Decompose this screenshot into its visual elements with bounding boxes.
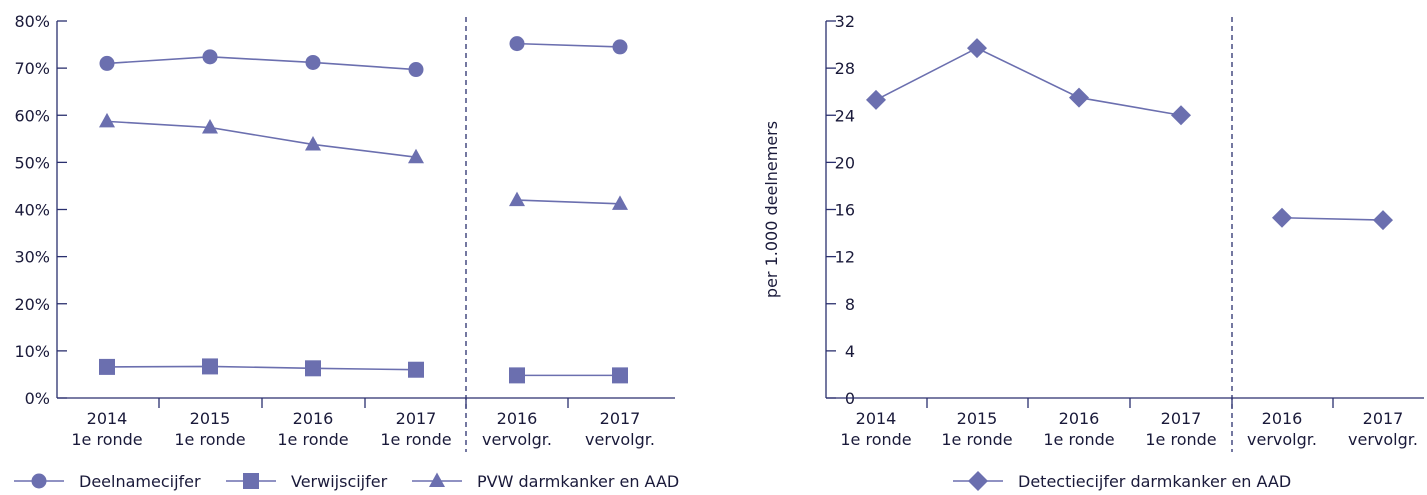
y-tick-label: 20 <box>835 153 855 172</box>
legend-square-marker <box>243 473 259 489</box>
y-tick-label: 80% <box>14 12 50 31</box>
data-point-circle <box>202 49 218 65</box>
y-tick-label: 24 <box>835 106 855 125</box>
series-line <box>106 365 417 371</box>
data-point-circle <box>612 39 628 55</box>
series-line <box>1281 216 1384 221</box>
legend-diamond-marker <box>968 471 988 491</box>
y-tick-label: 60% <box>14 106 50 125</box>
y-tick-label: 0% <box>25 389 50 408</box>
x-category-round: 1e ronde <box>1043 430 1114 449</box>
y-axis-label: per 1.000 deelnemers <box>762 121 781 298</box>
x-category-year: 2014 <box>856 409 897 428</box>
y-tick-label: 4 <box>845 342 855 361</box>
data-point-diamond <box>1171 105 1191 126</box>
series-line <box>875 47 1182 117</box>
series-pvw-darmkanker-en-aad <box>99 112 628 210</box>
x-category-year: 2016 <box>497 409 538 428</box>
legend-label: Detectiecijfer darmkanker en AAD <box>1018 472 1291 491</box>
y-tick-label: 40% <box>14 201 50 220</box>
x-category-year: 2017 <box>600 409 641 428</box>
x-category-year: 2016 <box>1262 409 1303 428</box>
x-category-year: 2016 <box>293 409 334 428</box>
series-line <box>516 42 621 48</box>
series-line <box>106 56 417 71</box>
data-point-triangle <box>99 112 115 128</box>
data-point-square <box>305 360 321 377</box>
x-category-round: vervolgr. <box>585 430 655 449</box>
x-category-round: 1e ronde <box>840 430 911 449</box>
x-category-year: 2015 <box>190 409 231 428</box>
x-category-year: 2016 <box>1059 409 1100 428</box>
data-point-square <box>509 367 525 384</box>
y-tick-label: 12 <box>835 248 855 267</box>
data-point-diamond <box>1272 207 1292 228</box>
x-category-round: vervolgr. <box>1247 430 1317 449</box>
x-category-year: 2017 <box>396 409 437 428</box>
data-point-triangle <box>612 195 628 210</box>
data-point-diamond <box>1373 210 1393 231</box>
y-tick-label: 28 <box>835 59 855 78</box>
data-point-triangle <box>202 119 218 134</box>
x-category-round: 1e ronde <box>380 430 451 449</box>
x-category-round: 1e ronde <box>71 430 142 449</box>
legend-label: PVW darmkanker en AAD <box>477 472 679 491</box>
data-point-diamond <box>1069 87 1089 108</box>
series-verwijscijfer <box>99 358 628 384</box>
y-tick-label: 8 <box>845 295 855 314</box>
x-category-round: vervolgr. <box>482 430 552 449</box>
y-tick-label: 20% <box>14 295 50 314</box>
x-category-year: 2017 <box>1161 409 1202 428</box>
data-point-triangle <box>305 135 321 151</box>
data-point-circle <box>99 55 115 71</box>
legend-label: Verwijscijfer <box>291 472 388 491</box>
legend: Detectiecijfer darmkanker en AAD <box>953 471 1291 491</box>
data-point-circle <box>509 36 525 52</box>
series-line <box>106 120 417 158</box>
x-category-year: 2014 <box>87 409 128 428</box>
series-deelnamecijfer <box>99 36 628 78</box>
data-point-square <box>99 358 115 375</box>
y-tick-label: 50% <box>14 153 50 172</box>
series-line <box>516 199 621 205</box>
data-point-square <box>612 367 628 384</box>
x-category-year: 2015 <box>957 409 998 428</box>
x-category-round: 1e ronde <box>277 430 348 449</box>
legend: Deelnamecijfer Verwijscijfer PVW darmkanke… <box>14 472 679 491</box>
data-point-circle <box>408 62 424 78</box>
chart-panel-1: 0% 10% 20% 30% 40% 50% 60% 70% 80% 2014 1e ronde 20… <box>14 12 679 491</box>
data-point-triangle <box>408 148 424 164</box>
y-tick-label: 16 <box>835 201 855 220</box>
series-detectiecijfer-darmkanker-en-aad <box>866 38 1393 231</box>
x-category-round: 1e ronde <box>174 430 245 449</box>
data-point-square <box>408 361 424 378</box>
data-point-diamond <box>967 38 987 59</box>
y-tick-label: 30% <box>14 248 50 267</box>
y-tick-label: 32 <box>835 12 855 31</box>
x-category-round: 1e ronde <box>941 430 1012 449</box>
legend-label: Deelnamecijfer <box>79 472 201 491</box>
legend-triangle-marker <box>429 472 445 487</box>
data-point-circle <box>305 54 321 70</box>
data-point-square <box>202 358 218 375</box>
legend-circle-marker <box>31 473 47 489</box>
data-point-diamond <box>866 89 886 110</box>
data-point-triangle <box>509 191 525 207</box>
x-category-round: 1e ronde <box>1145 430 1216 449</box>
x-category-round: vervolgr. <box>1348 430 1418 449</box>
x-category-year: 2017 <box>1363 409 1404 428</box>
y-tick-label: 10% <box>14 342 50 361</box>
y-tick-label: 70% <box>14 59 50 78</box>
